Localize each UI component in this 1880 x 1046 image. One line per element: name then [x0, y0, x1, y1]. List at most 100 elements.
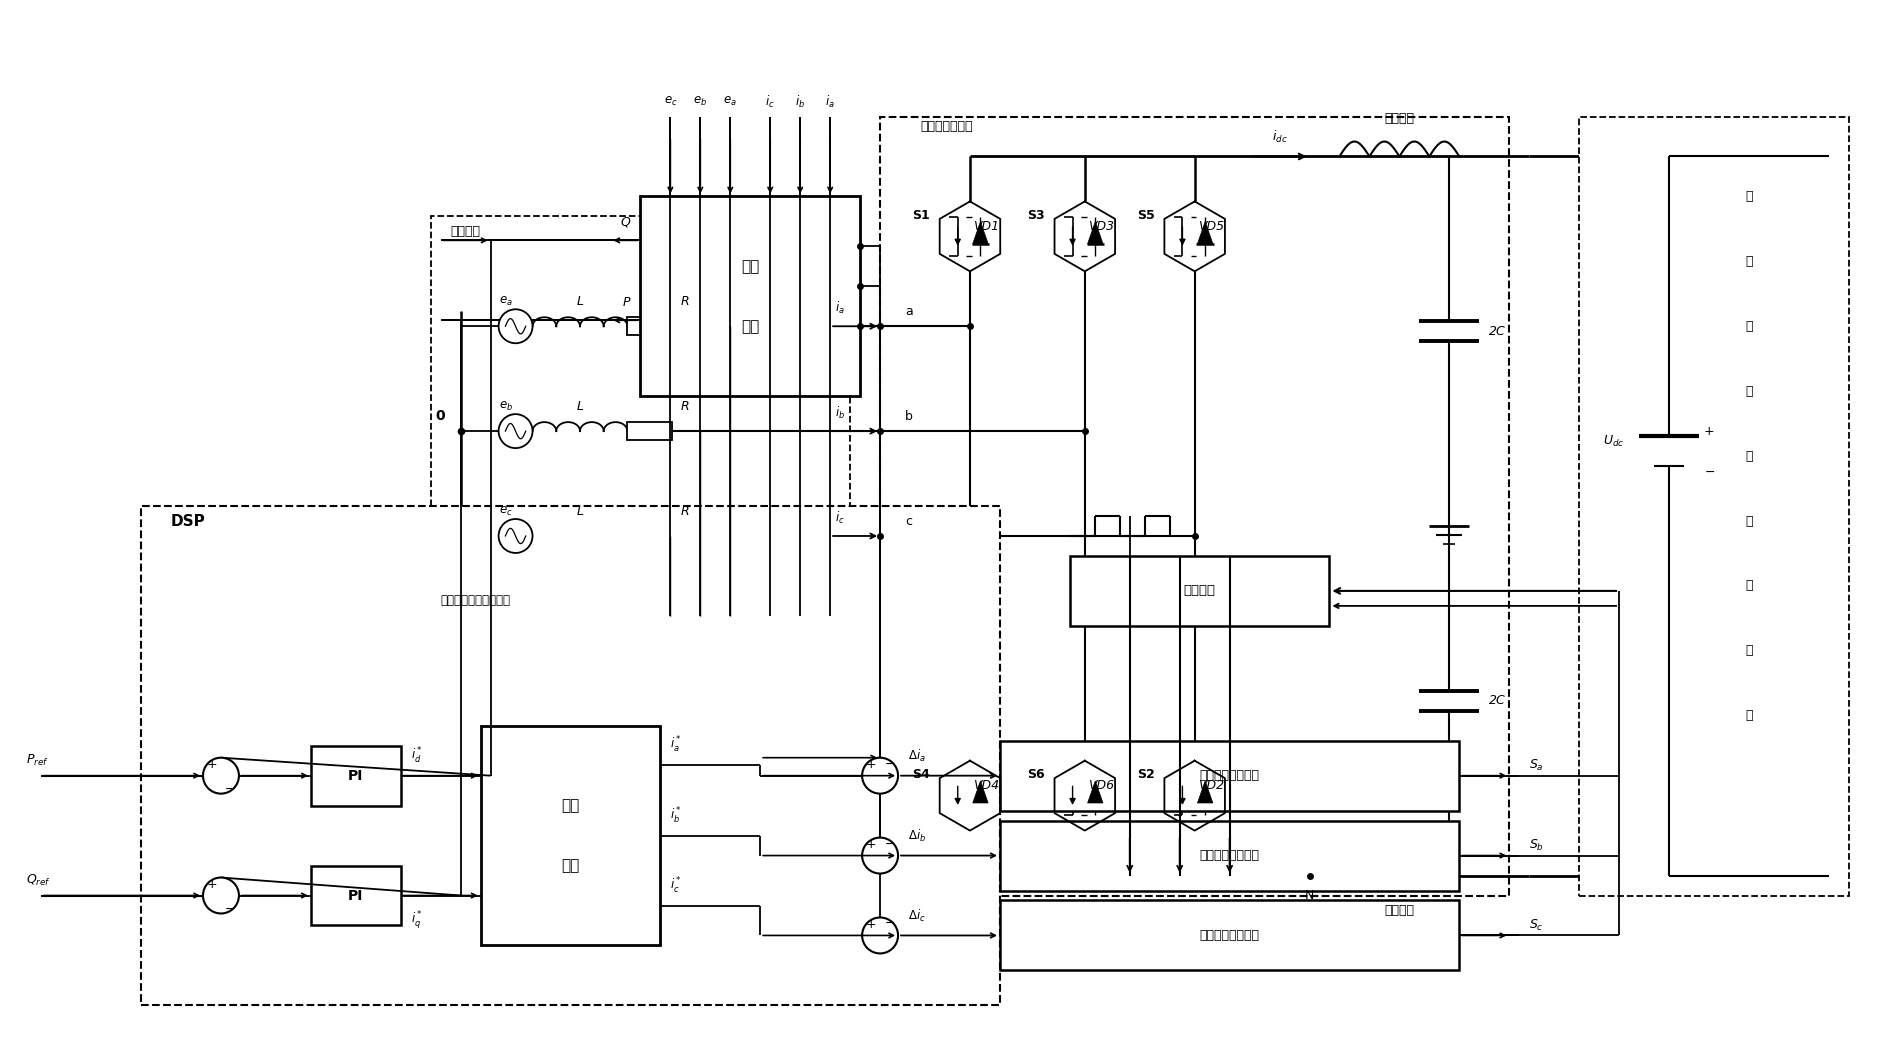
Bar	[1579, 116, 1848, 895]
Text: VD6: VD6	[1089, 779, 1115, 792]
Text: $S_c$: $S_c$	[1528, 918, 1543, 933]
Text: $L$: $L$	[575, 400, 585, 413]
Text: $-$: $-$	[224, 781, 235, 795]
Text: $Q_{ref}$: $Q_{ref}$	[26, 873, 51, 888]
Text: $e_c$: $e_c$	[498, 504, 513, 518]
Text: +: +	[867, 838, 876, 851]
Bar	[1070, 556, 1329, 626]
Text: $R$: $R$	[681, 295, 690, 308]
Text: VD3: VD3	[1089, 220, 1115, 233]
Text: $-$: $-$	[1703, 464, 1715, 478]
Text: +: +	[1703, 425, 1715, 437]
Text: PI: PI	[348, 888, 363, 903]
Text: VD4: VD4	[974, 779, 1000, 792]
Text: VD1: VD1	[974, 220, 1000, 233]
Text: 等: 等	[1745, 515, 1752, 527]
Circle shape	[203, 878, 239, 913]
Text: N: N	[1305, 889, 1314, 902]
Circle shape	[203, 757, 239, 794]
Text: S6: S6	[1026, 768, 1045, 781]
Text: 电: 电	[1745, 644, 1752, 657]
Bar	[481, 726, 660, 946]
Text: $U_{dc}$: $U_{dc}$	[1602, 433, 1624, 449]
Polygon shape	[972, 222, 989, 244]
Circle shape	[863, 917, 899, 953]
Polygon shape	[1198, 222, 1213, 244]
Bar	[1000, 741, 1459, 811]
Bar	[641, 197, 861, 396]
Text: VD2: VD2	[1198, 779, 1224, 792]
Text: 上: 上	[1745, 255, 1752, 268]
Text: +: +	[867, 758, 876, 771]
Text: $-$: $-$	[884, 756, 895, 770]
Text: VD5: VD5	[1198, 220, 1224, 233]
Text: 单相定频滞环控制: 单相定频滞环控制	[1199, 929, 1260, 942]
Text: $\mathbf{0}$: $\mathbf{0}$	[434, 409, 446, 424]
Text: 变流器三相桥路: 变流器三相桥路	[919, 120, 972, 133]
Text: 海底电缆: 海底电缆	[1384, 112, 1414, 126]
Text: $i_a$: $i_a$	[825, 93, 835, 110]
Bar	[628, 317, 673, 336]
Text: $L$: $L$	[575, 504, 585, 518]
Polygon shape	[972, 781, 989, 803]
Bar	[628, 423, 673, 440]
Text: 功率: 功率	[741, 258, 760, 274]
Text: 2C: 2C	[1489, 695, 1506, 707]
Text: 岸: 岸	[1745, 190, 1752, 203]
Text: 计算: 计算	[741, 319, 760, 334]
Text: $i_c^*$: $i_c^*$	[671, 876, 682, 896]
Text: 坐标: 坐标	[562, 798, 579, 813]
Text: $i_{dc}$: $i_{dc}$	[1271, 129, 1288, 144]
Text: $i_a$: $i_a$	[835, 300, 844, 316]
Text: 2C: 2C	[1489, 324, 1506, 338]
Text: Q: Q	[620, 215, 630, 229]
Circle shape	[498, 519, 532, 553]
Circle shape	[863, 757, 899, 794]
Polygon shape	[1089, 781, 1104, 803]
Polygon shape	[1198, 781, 1213, 803]
Text: $-$: $-$	[884, 916, 895, 929]
Text: c: c	[904, 515, 912, 527]
Text: +: +	[207, 879, 218, 891]
Text: S5: S5	[1137, 209, 1154, 222]
Text: S4: S4	[912, 768, 931, 781]
Circle shape	[863, 838, 899, 873]
Text: $P_{ref}$: $P_{ref}$	[26, 753, 49, 768]
Text: 单相定频滞环控制: 单相定频滞环控制	[1199, 769, 1260, 782]
Text: $R$: $R$	[681, 504, 690, 518]
Text: $e_c$: $e_c$	[664, 95, 677, 108]
Text: $i_b$: $i_b$	[835, 405, 846, 422]
Bar	[310, 865, 400, 926]
Circle shape	[498, 414, 532, 448]
Bar	[310, 746, 400, 805]
Text: $S_b$: $S_b$	[1528, 838, 1543, 854]
Text: S2: S2	[1137, 768, 1154, 781]
Text: $L$: $L$	[575, 295, 585, 308]
Text: $i_a^*$: $i_a^*$	[671, 735, 682, 755]
Bar	[141, 506, 1000, 1005]
Text: 变: 变	[1745, 320, 1752, 333]
Text: $\Delta i_a$: $\Delta i_a$	[908, 748, 925, 764]
Text: $-$: $-$	[224, 902, 235, 914]
Text: P: P	[622, 296, 630, 309]
Text: $i_c$: $i_c$	[835, 510, 844, 526]
Text: 流: 流	[1745, 385, 1752, 397]
Polygon shape	[1089, 222, 1104, 244]
Text: $R$: $R$	[681, 400, 690, 413]
Text: PI: PI	[348, 769, 363, 782]
Text: 势: 势	[1745, 709, 1752, 722]
Bar	[880, 116, 1510, 895]
Text: b: b	[904, 410, 914, 423]
Text: 三相电压、电流传感器: 三相电压、电流传感器	[440, 594, 511, 608]
Text: $-$: $-$	[884, 837, 895, 849]
Bar	[628, 527, 673, 545]
Text: +: +	[207, 758, 218, 771]
Text: $\Delta i_b$: $\Delta i_b$	[908, 827, 927, 844]
Bar	[431, 217, 850, 616]
Text: a: a	[904, 304, 914, 318]
Text: 器: 器	[1745, 450, 1752, 462]
Text: $i_b$: $i_b$	[795, 93, 805, 110]
Text: $S_a$: $S_a$	[1528, 758, 1543, 773]
Circle shape	[498, 310, 532, 343]
Text: $i_b^*$: $i_b^*$	[671, 805, 682, 825]
